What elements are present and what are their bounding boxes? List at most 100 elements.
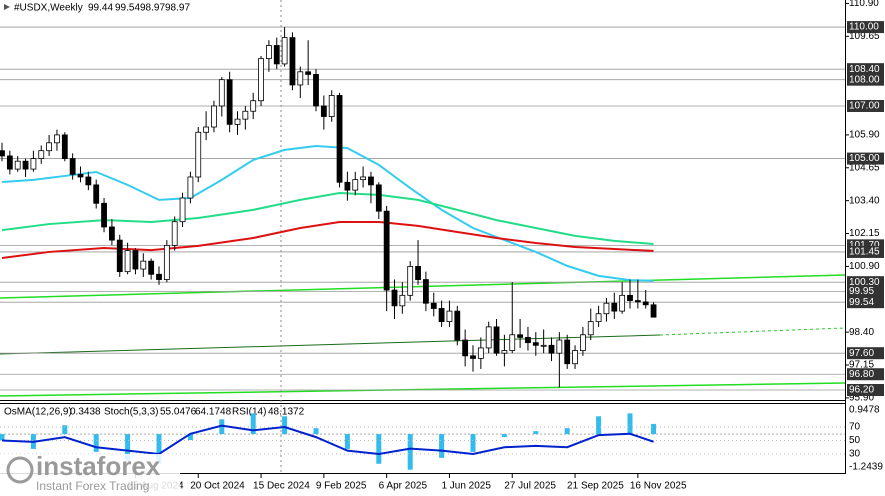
y-tick-label: 105.90: [849, 130, 880, 141]
candle-body: [438, 308, 445, 323]
candle-body: [375, 184, 382, 212]
candle-body: [344, 181, 351, 191]
osma-bar: [0, 434, 5, 441]
candle-body: [226, 79, 233, 125]
candle-body: [501, 350, 508, 354]
osma-bar: [439, 434, 445, 458]
osma-axis-label: -1.2439: [849, 462, 883, 473]
level-label: 96.80: [849, 369, 874, 380]
candle-body: [61, 134, 68, 159]
level-label: 108.40: [849, 64, 880, 75]
candle-body: [116, 239, 123, 273]
y-tick-label: 102.15: [849, 228, 880, 239]
osma-bar: [596, 416, 602, 435]
level-label: 96.20: [849, 385, 874, 396]
osma-bar: [564, 428, 570, 435]
osma-bar: [470, 434, 476, 452]
candle-body: [234, 118, 241, 125]
candle-body: [320, 105, 327, 117]
osma-bar: [93, 434, 99, 452]
level-box: [847, 99, 884, 112]
level-box: [847, 347, 884, 360]
candle-body: [477, 347, 484, 359]
x-tick-label: 9 Feb 2025: [316, 481, 367, 492]
candle-body: [38, 150, 45, 159]
rsi-tick-label: 70: [849, 422, 861, 433]
x-tick-label: 1 Jun 2025: [441, 481, 491, 492]
level-box: [847, 73, 884, 86]
indicator-value: 64.1748: [195, 407, 232, 418]
candle-body: [454, 310, 461, 341]
trend-line: [0, 274, 846, 299]
candle-body: [77, 173, 84, 178]
ohlc: 98.97: [140, 3, 165, 14]
candle-body: [407, 266, 414, 296]
candle-body: [101, 202, 107, 228]
osma-bar: [62, 425, 68, 435]
candle-body: [30, 158, 37, 170]
candle-body: [140, 260, 147, 270]
candle-body: [540, 344, 547, 347]
osma-bar: [125, 434, 131, 461]
symbol: #USDX,Weekly: [14, 3, 83, 14]
candle-body: [391, 289, 398, 307]
level-label: 105.00: [849, 153, 880, 164]
osma-bar: [533, 431, 539, 435]
candle-body: [532, 342, 539, 346]
rsi-line: [1, 424, 654, 456]
candle-body: [422, 279, 429, 304]
rsi-tick-label: 30: [849, 449, 861, 460]
candle-body: [85, 176, 92, 186]
candle-body: [470, 355, 476, 359]
level-label: 99.95: [849, 286, 874, 297]
candle-body: [564, 339, 571, 365]
candle-body: [14, 160, 21, 170]
candle-body: [195, 131, 202, 178]
trend-line: [0, 334, 661, 355]
candle-body: [580, 334, 586, 351]
osma-bar: [344, 434, 350, 449]
level-box: [847, 21, 884, 34]
level-box: [847, 368, 884, 381]
candle-body: [352, 179, 359, 191]
level-label: 100.30: [849, 277, 880, 288]
candle-body: [462, 339, 469, 357]
candle-body: [297, 71, 304, 86]
candle-body: [603, 302, 610, 315]
candle-body: [218, 79, 225, 107]
candle-body: [595, 313, 602, 323]
candle-body: [273, 45, 280, 65]
candle-body: [250, 100, 257, 112]
ohlc: 98.97: [165, 3, 190, 14]
candle-body: [485, 326, 492, 349]
candle-body: [360, 176, 367, 181]
trend-line: [0, 382, 846, 397]
candle-body: [305, 71, 312, 75]
candle-body: [148, 260, 155, 275]
candle-body: [493, 326, 500, 354]
rsi-tick-label: 50: [849, 435, 861, 446]
candle-body: [313, 74, 319, 107]
candle-body: [446, 310, 453, 323]
osma-bar: [313, 428, 319, 435]
candle-body: [211, 105, 217, 128]
level-box: [847, 285, 884, 298]
candle-body: [517, 334, 523, 338]
osma-bar: [250, 413, 256, 435]
candle-body: [93, 184, 100, 204]
icon: [4, 4, 10, 10]
moving-average: [1, 192, 654, 246]
candle-body: [627, 294, 633, 301]
y-tick-label: 95.90: [849, 393, 874, 404]
candle-body: [179, 197, 186, 223]
indicator-name: Stoch(5,3,3): [104, 407, 158, 418]
level-box: [847, 384, 884, 397]
indicator-name: RSI(14): [232, 407, 266, 418]
x-tick-label: 16 Nov 2025: [630, 481, 687, 492]
osma-bar: [219, 419, 225, 435]
candle-body: [383, 210, 390, 291]
osma-axis-label: 0.9478: [849, 405, 880, 416]
level-box: [847, 296, 884, 309]
